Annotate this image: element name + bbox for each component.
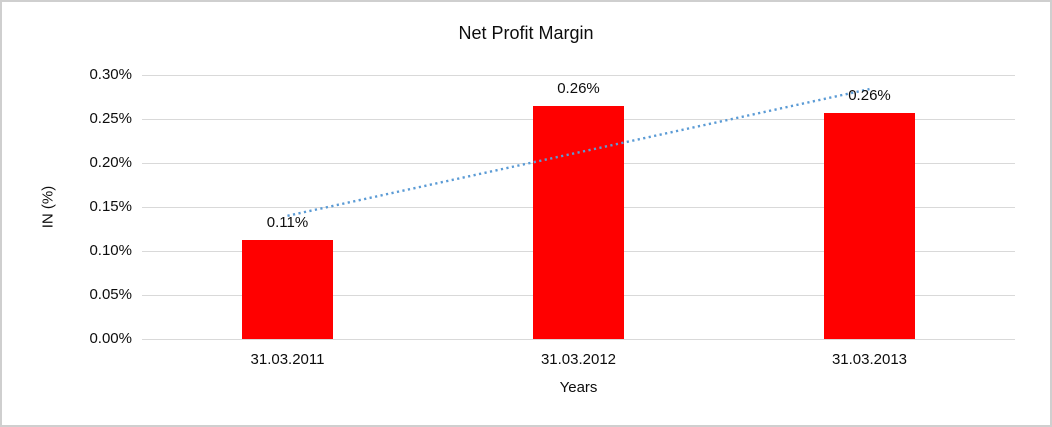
gridline	[142, 338, 1015, 340]
y-tick-label: 0.25%	[89, 110, 132, 127]
bar-data-label: 0.11%	[266, 213, 309, 231]
x-tick-label: 31.03.2012	[540, 351, 617, 368]
bar-data-label: 0.26%	[557, 79, 600, 97]
x-tick-label: 31.03.2011	[250, 351, 325, 368]
bar-31.03.2011	[242, 239, 333, 339]
y-tick-label: 0.20%	[89, 154, 132, 171]
y-tick-label: 0.00%	[89, 330, 132, 347]
y-tick-label: 0.05%	[89, 286, 132, 303]
y-axis-title-text: IN (%)	[39, 185, 57, 229]
bar-31.03.2013	[824, 112, 915, 339]
y-tick-label: 0.15%	[89, 198, 132, 215]
gridline	[142, 74, 1015, 76]
x-tick-label: 31.03.2013	[831, 351, 908, 368]
y-tick-label: 0.30%	[89, 66, 132, 83]
bar-31.03.2012	[533, 105, 624, 339]
x-axis-title: Years	[559, 379, 598, 396]
chart-title: Net Profit Margin	[458, 23, 594, 43]
y-tick-label: 0.10%	[89, 242, 132, 259]
bar-data-label: 0.26%	[848, 86, 891, 104]
